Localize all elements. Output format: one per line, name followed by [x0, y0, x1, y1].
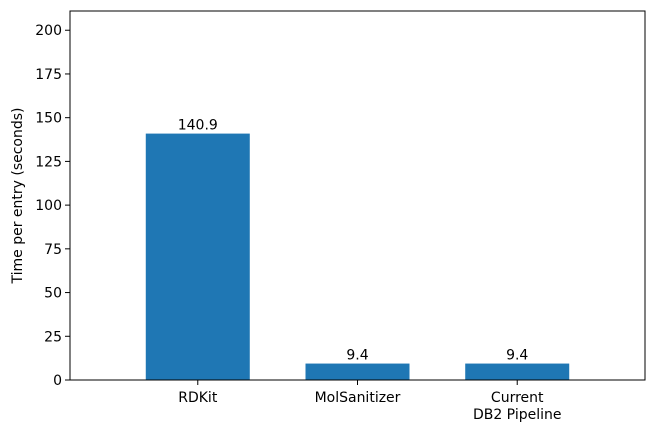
data-labels-group: 140.9 9.4 9.4: [178, 118, 529, 364]
bars-group: [145, 133, 570, 380]
y-tick-label: 0: [53, 373, 62, 389]
y-tick-label: 100: [35, 198, 62, 214]
y-axis-ticks: 0 25 50 75 100 125 150 175 200: [35, 23, 70, 389]
bar: [465, 363, 570, 380]
bar: [145, 133, 250, 380]
x-tick-label: Current DB2 Pipeline: [473, 390, 562, 423]
x-tick-label: MolSanitizer: [315, 390, 401, 406]
bar-value-label: 140.9: [178, 118, 218, 134]
y-tick-label: 75: [44, 242, 62, 258]
bar-value-label: 9.4: [506, 348, 528, 364]
y-axis-label: Time per entry (seconds): [10, 107, 26, 284]
x-tick-label: RDKit: [178, 390, 218, 406]
y-tick-label: 175: [35, 67, 62, 83]
y-tick-label: 200: [35, 23, 62, 39]
bar: [305, 363, 410, 380]
x-axis-ticks: RDKit MolSanitizer Current DB2 Pipeline: [178, 380, 561, 423]
y-tick-label: 125: [35, 154, 62, 170]
plot-frame: [69, 10, 646, 381]
bar-value-label: 9.4: [346, 348, 368, 364]
y-tick-label: 50: [44, 286, 62, 302]
y-tick-label: 150: [35, 111, 62, 127]
y-tick-label: 25: [44, 329, 62, 345]
